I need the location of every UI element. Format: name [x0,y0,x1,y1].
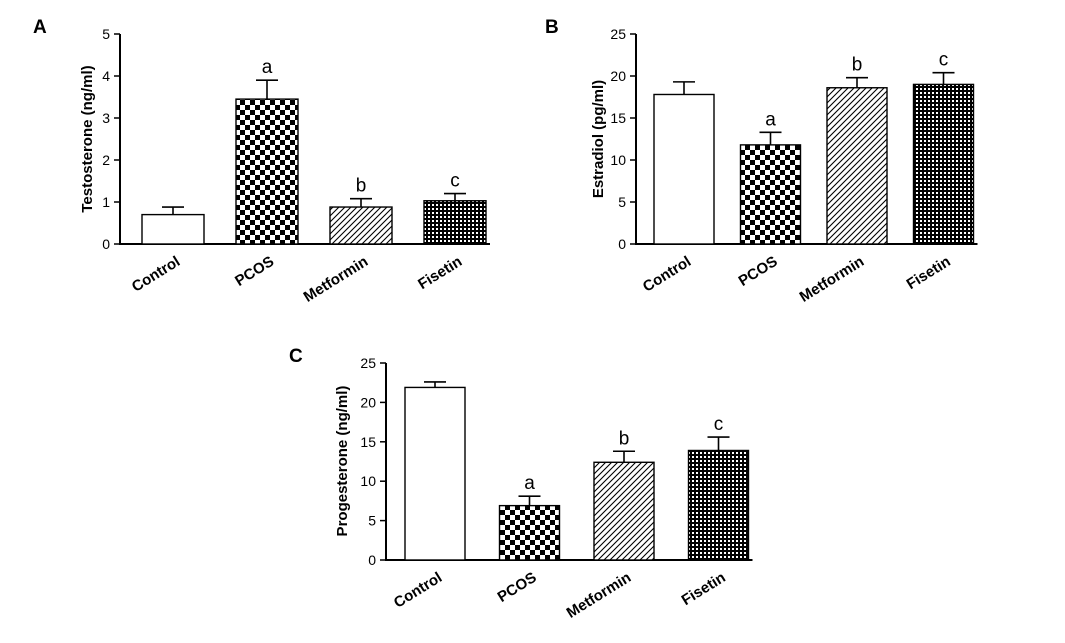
significance-label: c [450,171,460,192]
y-tick-label: 25 [360,355,376,371]
bar-pcos [498,504,561,561]
bar-pcos [739,144,802,245]
y-tick-label: 0 [102,236,110,252]
y-tick-label: 10 [360,473,376,489]
category-label: Metformin [564,569,634,622]
bar-control [404,386,466,561]
y-axis-label: Estradiol (pg/ml) [590,80,607,198]
category-label: Control [129,253,183,296]
category-label: Control [640,253,694,296]
significance-label: c [939,50,949,71]
significance-label: b [852,55,863,76]
chart-panel-a: A 0 1 2 3 4 5 Testosterone (ng/ml) Control a PCOS b… [33,17,490,306]
category-label: PCOS [736,253,781,290]
y-tick-label: 4 [102,68,110,84]
y-tick-label: 15 [610,110,626,126]
y-tick-label: 20 [360,394,376,410]
bar-metformin [593,461,655,561]
category-label: Fisetin [679,569,729,609]
significance-label: c [714,414,724,435]
category-label: PCOS [495,569,540,606]
bar-control [141,213,205,245]
significance-label: a [524,473,535,494]
panel-letter: B [545,17,559,38]
y-tick-label: 10 [610,152,626,168]
y-tick-label: 20 [610,68,626,84]
y-tick-label: 5 [618,194,626,210]
category-label: Fisetin [415,253,465,293]
y-tick-label: 1 [102,194,110,210]
panel-letter: C [289,346,303,367]
chart-panel-c: C 0 5 10 15 20 25 Progesterone (ng/ml) Control a P… [289,346,753,622]
category-label: PCOS [232,253,277,290]
category-label: Metformin [301,253,371,306]
significance-label: b [619,428,630,449]
y-tick-label: 15 [360,434,376,450]
y-tick-label: 5 [102,26,110,42]
bar-fisetin [423,200,487,245]
y-tick-label: 0 [618,236,626,252]
bar-pcos [235,98,299,245]
y-tick-label: 5 [368,513,376,529]
panel-letter: A [33,17,47,38]
bar-metformin [826,87,888,245]
y-tick-label: 25 [610,26,626,42]
y-tick-label: 0 [368,552,376,568]
bar-metformin [329,206,393,245]
y-axis-label: Progesterone (ng/ml) [334,386,351,537]
chart-panel-b: B 0 5 10 15 20 25 Estradiol (pg/ml) Control a PCOS… [545,17,978,306]
y-tick-label: 2 [102,152,110,168]
significance-label: a [262,57,273,78]
bar-fisetin [687,449,750,561]
y-tick-label: 3 [102,110,110,126]
category-label: Metformin [797,253,867,306]
category-label: Control [391,569,445,612]
category-label: Fisetin [904,253,954,293]
y-axis-label: Testosterone (ng/ml) [79,65,96,212]
bar-fisetin [912,83,975,245]
bar-control [653,93,715,245]
significance-label: a [765,109,776,130]
significance-label: b [356,176,367,197]
